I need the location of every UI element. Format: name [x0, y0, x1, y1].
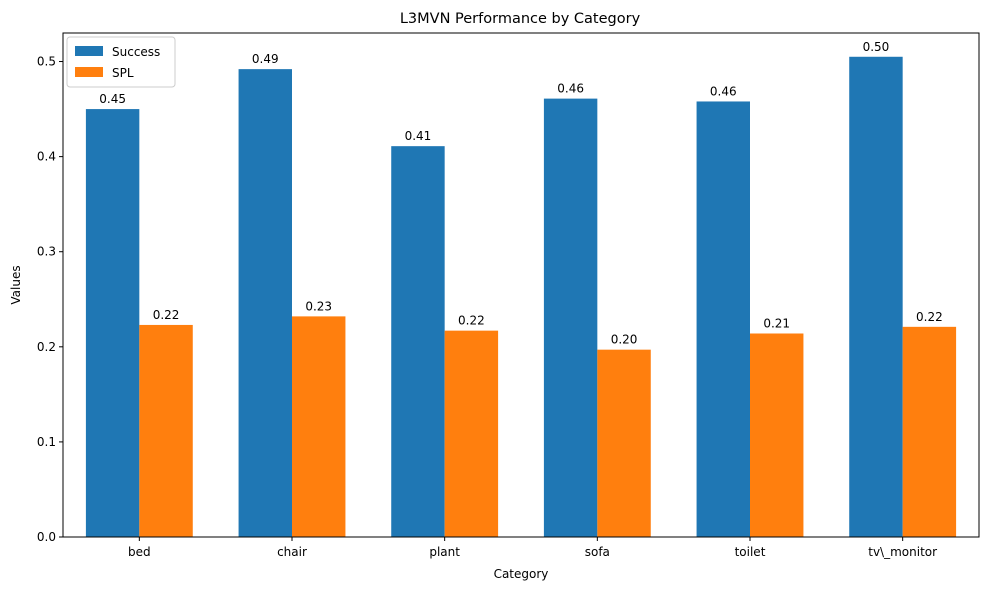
legend-label-success: Success	[112, 45, 160, 59]
legend-swatch-spl	[75, 67, 103, 77]
bar-value-label: 0.21	[763, 316, 790, 330]
y-axis: 0.0 0.1 0.2 0.3 0.4 0.5	[37, 55, 63, 544]
bars-layer	[85, 56, 957, 537]
bar-value-label: 0.22	[916, 310, 943, 324]
bar-spl-3	[597, 349, 651, 537]
bar-spl-2	[444, 330, 499, 537]
bar-spl-5	[902, 326, 957, 537]
legend: Success SPL	[66, 36, 176, 88]
x-axis-label: Category	[494, 567, 549, 581]
legend-label-spl: SPL	[112, 66, 134, 80]
x-tick-label: toilet	[735, 545, 766, 559]
bar-success-0	[85, 109, 140, 537]
bar-spl-1	[292, 316, 346, 537]
bar-value-label: 0.41	[405, 129, 432, 143]
y-tick-label: 0.0	[37, 530, 56, 544]
y-axis-label: Values	[9, 265, 23, 304]
x-tick-label: chair	[277, 545, 307, 559]
bar-spl-4	[750, 333, 804, 537]
bar-value-label: 0.20	[611, 333, 638, 347]
bar-value-label: 0.46	[557, 82, 584, 96]
chart-title: L3MVN Performance by Category	[400, 11, 641, 27]
x-tick-label: bed	[128, 545, 151, 559]
x-tick-label: tv\_monitor	[868, 545, 937, 559]
bar-success-2	[391, 146, 445, 537]
y-tick-label: 0.1	[37, 435, 56, 449]
bar-success-5	[849, 56, 903, 537]
bar-value-label: 0.22	[458, 314, 485, 328]
bar-success-3	[543, 98, 598, 537]
y-tick-label: 0.2	[37, 340, 56, 354]
bar-success-4	[696, 101, 750, 537]
bar-value-label: 0.22	[153, 308, 180, 322]
y-tick-label: 0.4	[37, 150, 56, 164]
bar-success-1	[238, 69, 292, 537]
bar-labels-layer: 0.45 0.49 0.41 0.46 0.46 0.50 0.22 0.23 0.22 0.20…	[99, 40, 942, 347]
x-axis: bed chair plant sofa toilet tv\_monitor	[128, 537, 937, 559]
y-tick-label: 0.3	[37, 245, 56, 259]
y-tick-label: 0.5	[37, 55, 56, 69]
bar-spl-0	[139, 324, 193, 537]
bar-value-label: 0.45	[99, 92, 126, 106]
bar-value-label: 0.50	[863, 40, 890, 54]
bar-value-label: 0.23	[305, 299, 332, 313]
bar-value-label: 0.46	[710, 84, 737, 98]
x-tick-label: plant	[429, 545, 460, 559]
plot-frame	[62, 32, 980, 538]
bar-value-label: 0.49	[252, 52, 279, 66]
legend-swatch-success	[75, 46, 103, 56]
x-tick-label: sofa	[585, 545, 610, 559]
